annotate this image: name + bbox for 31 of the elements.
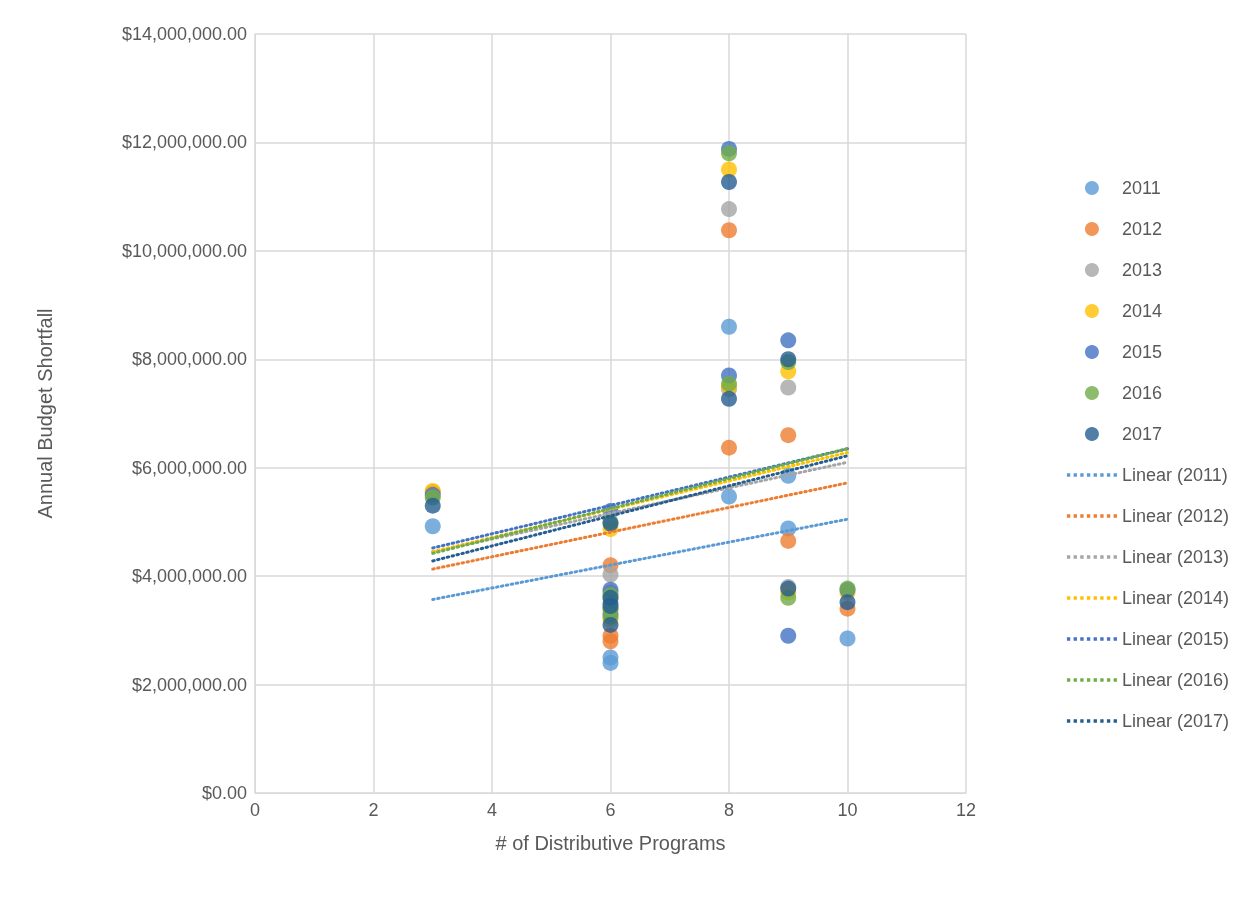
x-tick-label: 2 <box>368 800 379 820</box>
y-tick-label: $12,000,000.00 <box>121 132 247 153</box>
legend-label: 2014 <box>1121 301 1162 321</box>
y-tick-label: $6,000,000.00 <box>131 457 247 478</box>
x-tick-label: 10 <box>837 800 858 820</box>
legend-label: Linear (2015) <box>1121 629 1230 649</box>
legend-label: 2015 <box>1121 342 1162 362</box>
legend-label: Linear (2014) <box>1121 588 1230 608</box>
x-tick-label: 4 <box>486 800 498 820</box>
legend-label: 2017 <box>1121 424 1162 444</box>
legend-label: Linear (2011) <box>1121 465 1228 485</box>
x-tick-label: 6 <box>605 800 616 820</box>
y-tick-label: $10,000,000.00 <box>121 240 247 261</box>
legend-label: 2012 <box>1121 219 1162 239</box>
legend-label: Linear (2017) <box>1121 711 1230 731</box>
x-tick-label: 12 <box>955 800 977 820</box>
y-tick-label: $0.00 <box>201 783 247 803</box>
legend-label: 2016 <box>1121 383 1162 403</box>
y-tick-label: $14,000,000.00 <box>121 24 247 44</box>
y-tick-label: $2,000,000.00 <box>131 674 247 695</box>
y-tick-label: $8,000,000.00 <box>131 349 247 370</box>
y-tick-label: $4,000,000.00 <box>131 566 247 587</box>
x-tick-label: 0 <box>249 800 261 820</box>
x-axis-title: # of Distributive Programs <box>495 832 726 854</box>
y-axis-title: Annual Budget Shortfall <box>34 308 56 519</box>
legend-label: Linear (2013) <box>1121 547 1230 567</box>
legend-label: Linear (2016) <box>1121 670 1230 690</box>
legend-label: Linear (2012) <box>1121 506 1230 526</box>
legend-label: 2013 <box>1121 260 1162 280</box>
x-tick-label: 8 <box>723 800 735 820</box>
legend-label: 2011 <box>1121 178 1161 198</box>
